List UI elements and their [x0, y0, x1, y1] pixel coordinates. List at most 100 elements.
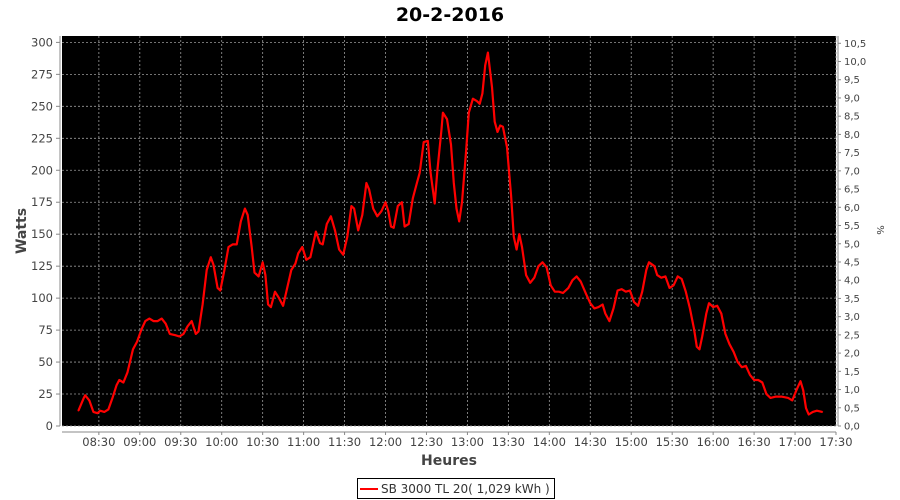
- data-point: [342, 253, 345, 256]
- data-point: [481, 92, 484, 95]
- x-tick-label: 16:30: [738, 435, 771, 449]
- data-point: [787, 397, 790, 399]
- data-point: [216, 287, 219, 289]
- data-point: [169, 333, 171, 335]
- series-line: [77, 51, 823, 416]
- data-point: [545, 266, 548, 269]
- y2-tick-label: 7,5: [844, 148, 860, 159]
- data-point: [601, 303, 604, 306]
- data-point: [267, 303, 269, 306]
- data-point: [270, 306, 272, 308]
- data-point: [407, 223, 410, 225]
- data-point: [458, 220, 461, 223]
- data-point: [799, 380, 802, 383]
- data-point: [397, 205, 399, 207]
- data-point: [585, 293, 587, 296]
- data-point: [745, 365, 747, 367]
- data-point: [212, 264, 215, 266]
- data-point: [326, 223, 328, 225]
- y2-tick-label: 3,0: [844, 312, 860, 323]
- data-point: [521, 246, 523, 248]
- data-point: [562, 292, 564, 294]
- data-point: [720, 312, 723, 315]
- data-point: [250, 246, 253, 248]
- data-point: [821, 411, 824, 413]
- data-point: [620, 288, 623, 290]
- y2-tick-label: 8,5: [844, 112, 860, 123]
- data-point: [765, 393, 768, 395]
- data-point: [597, 306, 600, 308]
- data-point: [261, 261, 264, 264]
- y2-tick-label: 4,0: [844, 276, 860, 287]
- data-point: [427, 140, 429, 142]
- data-point: [387, 210, 390, 212]
- data-point: [753, 379, 755, 381]
- data-point: [487, 51, 489, 54]
- data-point: [412, 197, 414, 200]
- data-point: [672, 284, 675, 287]
- data-point: [664, 275, 667, 278]
- data-point: [571, 279, 574, 282]
- data-point: [467, 111, 470, 114]
- data-point: [608, 320, 611, 322]
- data-point: [701, 335, 704, 338]
- data-point: [357, 229, 360, 232]
- data-point: [111, 397, 114, 399]
- data-point: [315, 230, 317, 233]
- data-point: [436, 169, 439, 172]
- data-point: [705, 312, 708, 315]
- data-point: [593, 307, 596, 310]
- axes: 08:30 09:00 09:30 10:00 10:30 11:00 11:30 12:00…: [31, 35, 866, 449]
- data-point: [648, 261, 650, 264]
- y2-tick-label: 1,5: [844, 367, 860, 378]
- data-point: [446, 118, 448, 120]
- data-point: [558, 290, 560, 293]
- data-point: [541, 261, 544, 264]
- y2-tick-label: 6,5: [844, 185, 860, 196]
- x-axis-label: Heures: [421, 453, 477, 469]
- data-point: [616, 289, 619, 292]
- data-point: [612, 307, 615, 310]
- data-point: [502, 125, 504, 128]
- data-point: [641, 290, 643, 293]
- data-point: [567, 287, 570, 289]
- data-point: [795, 389, 798, 391]
- data-point: [174, 334, 177, 337]
- data-point: [680, 278, 683, 280]
- data-point: [103, 411, 106, 413]
- y-tick-label: 50: [38, 355, 53, 369]
- data-point: [321, 243, 324, 246]
- y2-tick-label: 9,0: [844, 93, 860, 104]
- data-point: [257, 275, 260, 278]
- data-point: [455, 207, 458, 210]
- data-point: [728, 343, 731, 345]
- data-point: [392, 227, 395, 229]
- data-point: [301, 246, 304, 248]
- data-point: [442, 111, 444, 114]
- legend-label: SB 3000 TL 20( 1,029 kWh ): [381, 481, 550, 496]
- data-point: [182, 333, 185, 335]
- x-tick-label: 15:30: [656, 435, 689, 449]
- data-point: [88, 399, 91, 402]
- data-point: [698, 348, 701, 351]
- data-point: [286, 287, 289, 289]
- data-point: [749, 374, 751, 376]
- data-point: [350, 205, 353, 207]
- x-tick-label: 16:00: [697, 435, 730, 449]
- data-point: [575, 275, 578, 278]
- data-point: [429, 172, 432, 174]
- data-point: [589, 302, 592, 305]
- x-tick-label: 17:00: [778, 435, 811, 449]
- data-point: [244, 207, 246, 210]
- x-tick-label: 14:00: [533, 435, 566, 449]
- data-point: [604, 312, 607, 315]
- data-point: [668, 287, 671, 289]
- data-point: [769, 397, 772, 399]
- data-point: [294, 262, 297, 265]
- data-point: [201, 303, 204, 306]
- data-point: [506, 146, 508, 149]
- x-tick-label: 13:30: [492, 435, 525, 449]
- y2-tick-label: 5,5: [844, 221, 860, 232]
- data-point: [510, 195, 512, 197]
